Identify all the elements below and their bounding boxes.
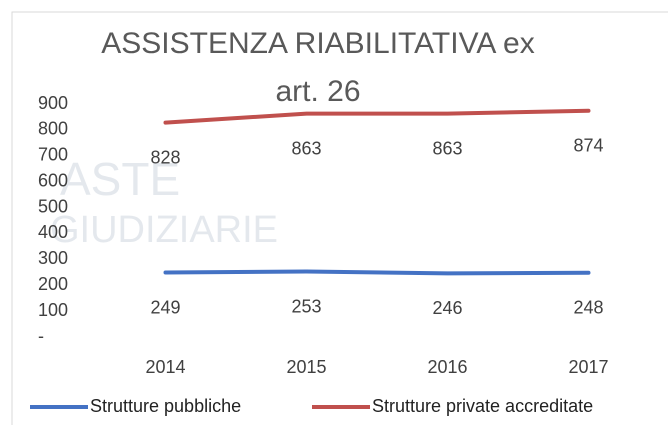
- chart-title: ASSISTENZA RIABILITATIVA ex: [101, 27, 534, 60]
- x-tick-label: 2014: [145, 357, 185, 377]
- legend-label: Strutture private accreditate: [372, 396, 593, 416]
- data-label: 248: [573, 298, 603, 318]
- series-line: [166, 111, 589, 123]
- x-tick-label: 2017: [568, 357, 608, 377]
- y-tick-label: 600: [38, 170, 68, 190]
- data-label: 863: [432, 138, 462, 158]
- x-tick-label: 2015: [286, 357, 326, 377]
- legend-label: Strutture pubbliche: [90, 396, 241, 416]
- y-tick-label: 100: [38, 300, 68, 320]
- data-label: 246: [432, 298, 462, 318]
- y-tick-label: 200: [38, 274, 68, 294]
- chart-title: art. 26: [275, 75, 360, 108]
- data-label: 863: [291, 138, 321, 158]
- y-tick-label: 800: [38, 119, 68, 139]
- watermark: GIUDIZIARIE: [50, 209, 278, 251]
- data-label: 249: [150, 297, 180, 317]
- data-label: 253: [291, 296, 321, 316]
- y-tick-label: 300: [38, 248, 68, 268]
- chart: ASTE GIUDIZIARIE ASSISTENZA RIABILITATIV…: [0, 0, 668, 425]
- data-label: 874: [573, 135, 603, 155]
- y-tick-label: 500: [38, 196, 68, 216]
- series-line: [166, 272, 589, 274]
- y-tick-label: -: [38, 326, 44, 346]
- data-label: 828: [150, 147, 180, 167]
- y-tick-label: 400: [38, 222, 68, 242]
- y-tick-label: 900: [38, 93, 68, 113]
- y-tick-label: 700: [38, 145, 68, 165]
- x-tick-label: 2016: [427, 357, 467, 377]
